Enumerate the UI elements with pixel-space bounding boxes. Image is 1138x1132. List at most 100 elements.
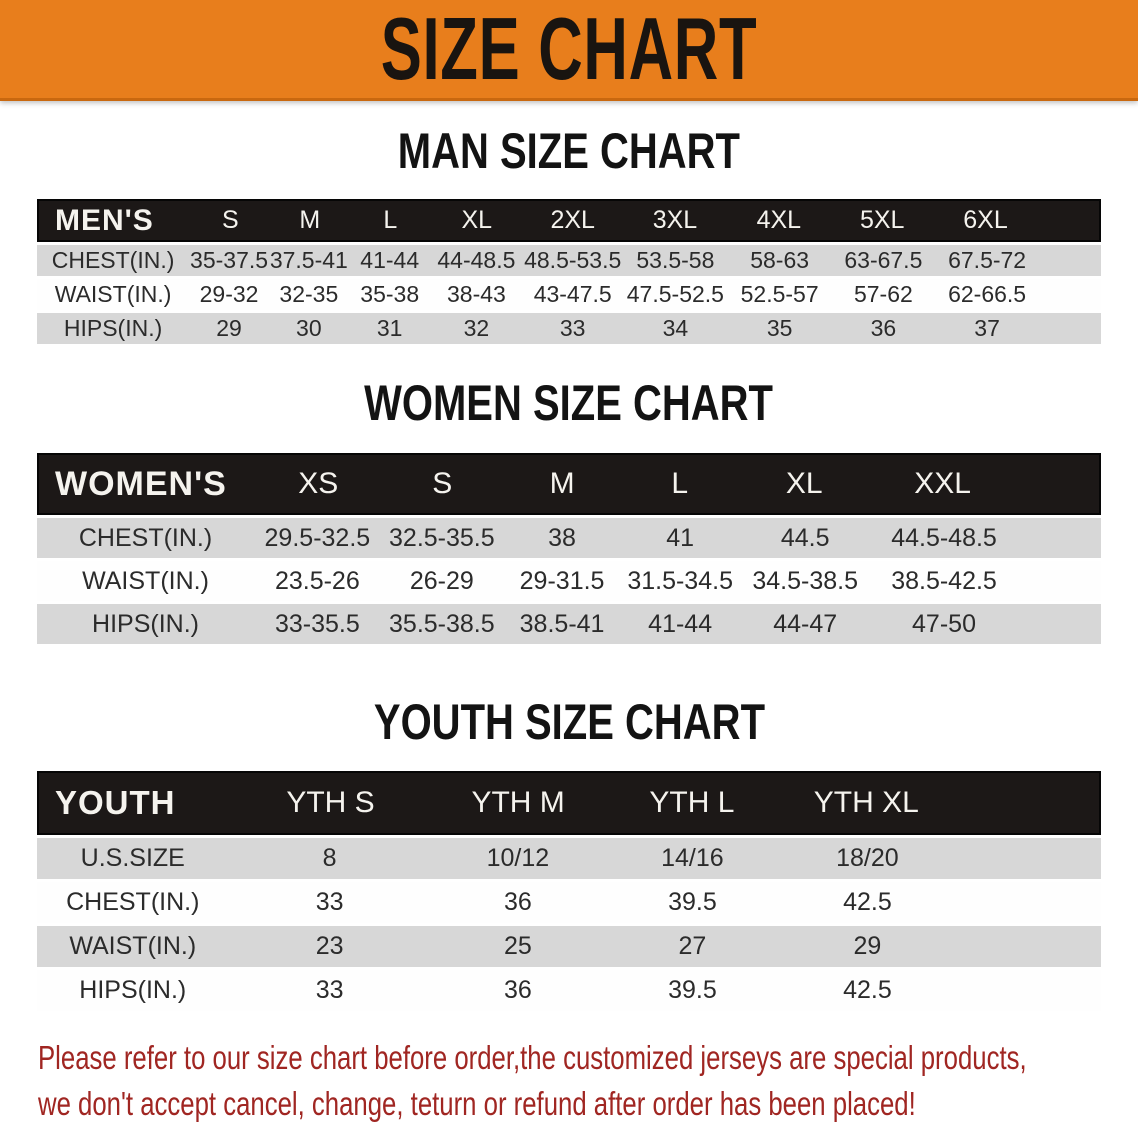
size-value: 42.5 xyxy=(843,888,892,916)
size-value: 31.5-34.5 xyxy=(627,566,733,595)
size-column-header: YTH S xyxy=(286,786,375,819)
table-row: CHEST(IN.) 35-37.5 37.5-41 41-44 44-48.5 48.5… xyxy=(37,245,1101,276)
size-value: 18/20 xyxy=(836,844,899,872)
size-value: 29 xyxy=(853,932,882,960)
women-section-heading: WOMEN SIZE CHART xyxy=(0,375,1138,431)
table-header-row: YOUTH YTH S YTH M YTH L YTH XL xyxy=(37,771,1101,835)
women-section-heading-text: WOMEN SIZE CHART xyxy=(364,375,774,431)
row-label: CHEST(IN.) xyxy=(51,247,175,273)
size-column-header: M xyxy=(299,206,321,234)
size-value: 30 xyxy=(296,315,322,341)
size-value: 43-47.5 xyxy=(533,281,612,307)
size-value: 29-32 xyxy=(199,281,259,307)
size-value: 39.5 xyxy=(668,976,717,1004)
size-value: 31 xyxy=(376,315,403,341)
size-value: 36 xyxy=(504,888,532,916)
size-value: 39.5 xyxy=(668,888,717,916)
size-column-header: S xyxy=(432,467,453,500)
size-column-header: 4XL xyxy=(756,206,802,234)
size-column-header: M xyxy=(549,467,575,500)
size-value: 34.5-38.5 xyxy=(752,566,858,595)
size-column-header: XXL xyxy=(914,467,971,500)
size-value: 8 xyxy=(322,844,337,872)
size-value: 63-67.5 xyxy=(844,247,923,273)
size-value: 37.5-41 xyxy=(269,247,348,273)
table-header-row: MEN'S S M L XL 2XL 3XL 4XL 5XL 6XL xyxy=(37,199,1101,242)
row-label: WAIST(IN.) xyxy=(69,932,197,960)
size-column-header: L xyxy=(383,206,398,234)
row-label: HIPS(IN.) xyxy=(92,609,199,638)
disclaimer-line-2: we don't accept cancel, change, teturn o… xyxy=(38,1085,916,1122)
row-label: CHEST(IN.) xyxy=(66,888,200,916)
size-column-header: XS xyxy=(298,467,339,500)
men-section-heading: MAN SIZE CHART xyxy=(0,123,1138,179)
youth-section-heading: YOUTH SIZE CHART xyxy=(0,694,1138,750)
size-value: 29.5-32.5 xyxy=(264,523,371,552)
size-value: 37 xyxy=(974,315,1000,341)
size-value: 41-44 xyxy=(648,609,713,638)
size-column-header: YTH L xyxy=(649,786,735,819)
youth-size-table: YOUTH YTH S YTH M YTH L YTH XL U.S.SIZE 8 10/12… xyxy=(37,771,1101,1011)
women-size-table: WOMEN'S XS S M L XL XXL CHEST(IN.) 29.5-32.5 32.5… xyxy=(37,453,1101,644)
size-column-header: YTH XL xyxy=(813,786,919,819)
size-value: 14/16 xyxy=(661,844,724,872)
size-chart-title: SIZE CHART xyxy=(380,0,758,98)
size-value: 44-48.5 xyxy=(437,247,516,273)
size-value: 47.5-52.5 xyxy=(626,281,724,307)
size-column-header: 5XL xyxy=(859,206,905,234)
size-value: 34 xyxy=(662,315,689,341)
table-row: WAIST(IN.) 23.5-26 26-29 29-31.5 31.5-34.5 34… xyxy=(37,561,1101,601)
size-value: 29 xyxy=(216,315,242,341)
size-value: 36 xyxy=(870,315,897,341)
men-section-heading-text: MAN SIZE CHART xyxy=(397,123,741,179)
size-column-header: L xyxy=(671,467,689,500)
size-value: 33 xyxy=(559,315,586,341)
table-row: CHEST(IN.) 29.5-32.5 32.5-35.5 38 41 44.5 44.5… xyxy=(37,518,1101,558)
size-column-header: XL xyxy=(785,467,823,500)
size-value: 35-37.5 xyxy=(190,247,269,273)
youth-section-heading-text: YOUTH SIZE CHART xyxy=(373,694,765,750)
size-value: 32 xyxy=(463,315,490,341)
row-label: HIPS(IN.) xyxy=(63,315,163,341)
size-value: 52.5-57 xyxy=(740,281,819,307)
size-value: 35-38 xyxy=(360,281,420,307)
size-value: 38.5-41 xyxy=(519,609,605,638)
size-value: 36 xyxy=(504,976,532,1004)
table-corner-label: WOMEN'S xyxy=(55,464,227,503)
size-value: 41-44 xyxy=(360,247,420,273)
size-value: 48.5-53.5 xyxy=(524,247,622,273)
size-value: 53.5-58 xyxy=(636,247,715,273)
size-column-header: 6XL xyxy=(963,206,1008,234)
row-label: HIPS(IN.) xyxy=(79,976,187,1004)
row-label: WAIST(IN.) xyxy=(82,566,209,595)
size-value: 62-66.5 xyxy=(948,281,1027,307)
size-value: 32.5-35.5 xyxy=(389,523,495,552)
table-header-row: WOMEN'S XS S M L XL XXL xyxy=(37,453,1101,515)
table-corner-label: YOUTH xyxy=(55,784,176,821)
size-value: 42.5 xyxy=(843,976,892,1004)
size-column-header: 3XL xyxy=(652,206,698,234)
size-value: 35.5-38.5 xyxy=(389,609,495,638)
size-value: 41 xyxy=(666,523,695,552)
row-label: WAIST(IN.) xyxy=(54,281,172,307)
size-value: 67.5-72 xyxy=(948,247,1027,273)
size-value: 10/12 xyxy=(486,844,550,872)
size-value: 44.5 xyxy=(780,523,830,552)
row-label: CHEST(IN.) xyxy=(78,523,213,552)
size-value: 33 xyxy=(315,976,344,1004)
table-row: CHEST(IN.) 33 36 39.5 42.5 xyxy=(37,882,1101,923)
size-value: 33 xyxy=(315,888,344,916)
size-value: 38 xyxy=(548,523,576,552)
size-column-header: 2XL xyxy=(550,206,595,234)
table-row: HIPS(IN.) 33 36 39.5 42.5 xyxy=(37,970,1101,1011)
size-value: 23 xyxy=(315,932,344,960)
size-value: 44.5-48.5 xyxy=(891,523,997,552)
size-value: 33-35.5 xyxy=(274,609,360,638)
disclaimer-text: Please refer to our size chart before or… xyxy=(0,1035,1138,1127)
disclaimer-line-1: Please refer to our size chart before or… xyxy=(38,1039,1027,1076)
table-row: HIPS(IN.) 33-35.5 35.5-38.5 38.5-41 41-44 44-… xyxy=(37,604,1101,644)
men-size-table: MEN'S S M L XL 2XL 3XL 4XL 5XL 6XL CHEST(IN.) 35-37… xyxy=(37,199,1101,344)
table-corner-label: MEN'S xyxy=(55,203,154,237)
size-value: 23.5-26 xyxy=(274,566,360,595)
